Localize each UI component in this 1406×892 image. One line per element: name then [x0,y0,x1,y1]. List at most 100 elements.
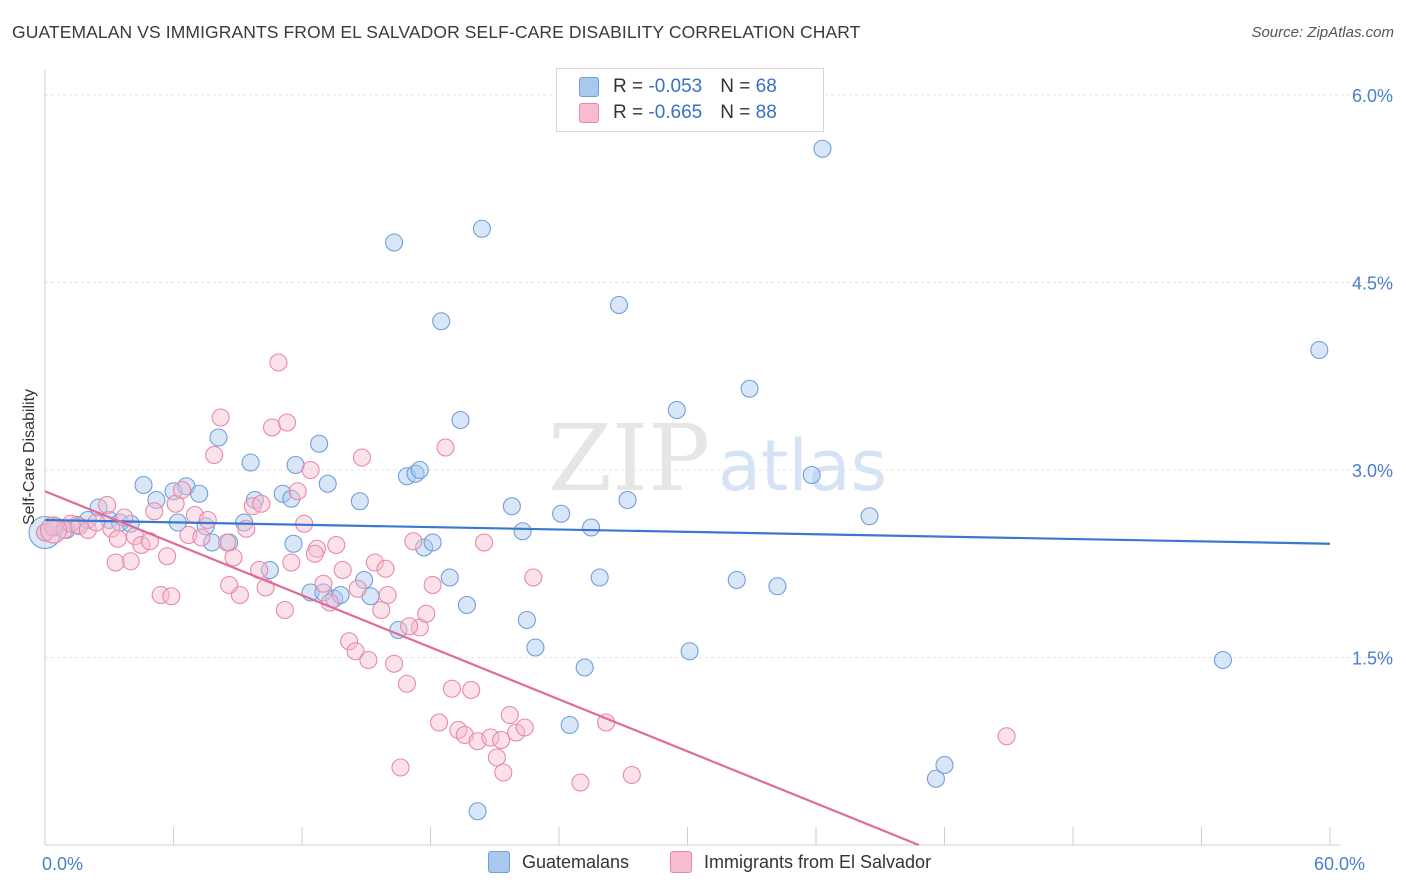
guatemalans-point [241,453,260,472]
guatemalans-point [560,715,579,735]
guatemalans-point [667,400,686,420]
el-salvador-point [348,579,367,598]
el-salvador-point [305,544,324,563]
el-salvador-point [346,642,365,661]
legend-item-el-salvador[interactable]: Immigrants from El Salvador [670,851,931,873]
guatemalans-point [618,490,637,510]
guatemalans-point [582,518,601,537]
legend-label: Guatemalans [522,851,630,872]
guatemalans-point [468,802,487,821]
el-salvador-point [106,553,125,572]
el-salvador-point [192,528,211,547]
x-tick-label: 60.0% [1314,854,1365,874]
guatemalans-point [350,492,369,511]
el-salvador-point [314,574,333,593]
axes [44,70,1340,846]
el-salvador-point [474,533,494,552]
legend-label: Immigrants from El Salvador [704,851,932,872]
el-salvador-point [397,674,416,693]
guatemalans-swatch [579,77,599,97]
guatemalans-point [432,312,451,331]
el-salvador-point [417,604,436,623]
watermark-zip: ZIP [548,405,710,512]
y-tick-label: 3.0% [1352,461,1393,481]
el-salvador-point [352,448,372,467]
el-salvador-point [269,353,288,372]
el-salvador-point [173,480,192,500]
y-axis-label: Self-Care Disability [21,389,38,525]
el-salvador-point [224,548,243,567]
guatemalans-point [926,769,945,788]
guatemalans-legend-swatch [488,851,510,873]
chart-title: GUATEMALAN VS IMMIGRANTS FROM EL SALVADO… [12,22,861,42]
guatemalans-point [517,610,536,630]
el-salvador-point [492,730,511,750]
el-salvador-point [365,553,384,572]
guatemalans-point [813,139,832,158]
el-salvador-point [500,705,519,725]
el-salvador-point [376,559,395,578]
guatemalans-point [740,379,759,398]
el-salvador-point [277,413,297,432]
el-salvador-point [359,650,378,670]
el-salvador-point [481,728,500,747]
guatemalans-point [284,534,303,553]
el-salvador-point [327,535,346,555]
guatemalans-point [286,455,305,475]
guatemalans-point [209,428,228,447]
guatemalans-point [1310,340,1329,360]
el-salvador-point [378,585,397,605]
el-salvador-point [423,575,442,595]
el-salvador-point [121,552,140,571]
guatemalans-point [768,577,787,596]
el-salvador-point [404,532,423,551]
el-salvador-point [158,547,177,566]
el-salvador-cluster-point [40,516,68,544]
legend-item-guatemalans[interactable]: Guatemalans [488,851,629,873]
guatemalans-point [190,484,209,503]
guatemalans-point [513,522,532,541]
source-label: Source: ZipAtlas.com [1251,24,1394,41]
guatemalans-point [526,638,545,657]
guatemalans-point [415,538,434,557]
el-salvador-point [524,568,543,587]
guatemalans-point [935,755,954,775]
r-label: R = [613,76,649,97]
el-salvador-point [198,510,217,530]
x-tick-label: 0.0% [42,854,83,874]
series-legend: Guatemalans Immigrants from El Salvador [0,851,1406,877]
guatemalans-trend-line [44,518,1331,545]
guatemalans-point [410,460,429,480]
el-salvador-trend-line [44,490,920,847]
el-salvador-point [162,587,181,606]
el-salvador-point [44,518,63,537]
el-salvador-point [430,713,449,732]
el-salvador-point [622,765,641,785]
el-salvador-point [391,758,410,777]
el-salvador-point [301,460,320,480]
el-salvador-point [372,600,391,620]
el-salvador-point [997,727,1016,746]
el-salvador-point [436,438,455,457]
guatemalans-point [457,595,476,615]
el-salvador-point [400,617,419,636]
el-salvador-point [205,445,224,465]
guatemalans-point [860,507,879,526]
el-salvador-point [70,517,89,536]
el-salvador-point [487,748,506,767]
n-value: 68 [755,76,777,97]
el-salvador-point [211,408,230,427]
guatemalans-point [282,489,301,508]
stats-row-el-salvador: R = -0.665 N = 88 [579,101,777,125]
el-salvador-point [385,654,404,673]
el-salvador-point [288,482,307,501]
watermark: ZIP atlas [548,405,887,512]
guatemalans-point [134,475,153,495]
r-label: R = [613,102,649,123]
r-value: -0.665 [648,102,703,123]
el-salvador-swatch [579,103,599,123]
el-salvador-point [462,680,481,700]
guatemalans-point [260,560,279,580]
guatemalans-point [385,233,404,252]
trend-lines [44,490,1331,847]
